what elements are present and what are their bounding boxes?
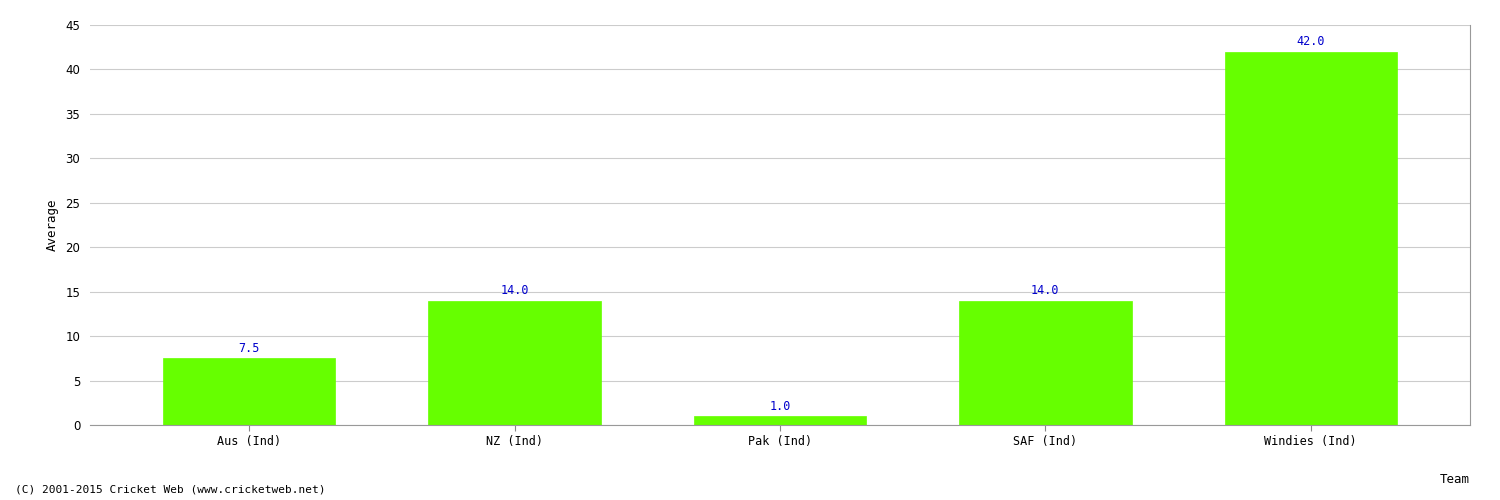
Bar xyxy=(958,300,1131,425)
Bar xyxy=(164,358,336,425)
Text: 1.0: 1.0 xyxy=(770,400,790,412)
Text: 42.0: 42.0 xyxy=(1296,35,1324,48)
Text: 14.0: 14.0 xyxy=(1030,284,1059,297)
Bar xyxy=(1224,52,1397,425)
Text: (C) 2001-2015 Cricket Web (www.cricketweb.net): (C) 2001-2015 Cricket Web (www.cricketwe… xyxy=(15,485,326,495)
Text: 14.0: 14.0 xyxy=(501,284,530,297)
Bar xyxy=(694,416,867,425)
Text: 7.5: 7.5 xyxy=(238,342,260,355)
Bar xyxy=(429,300,602,425)
Y-axis label: Average: Average xyxy=(45,198,58,251)
Text: Team: Team xyxy=(1440,473,1470,486)
